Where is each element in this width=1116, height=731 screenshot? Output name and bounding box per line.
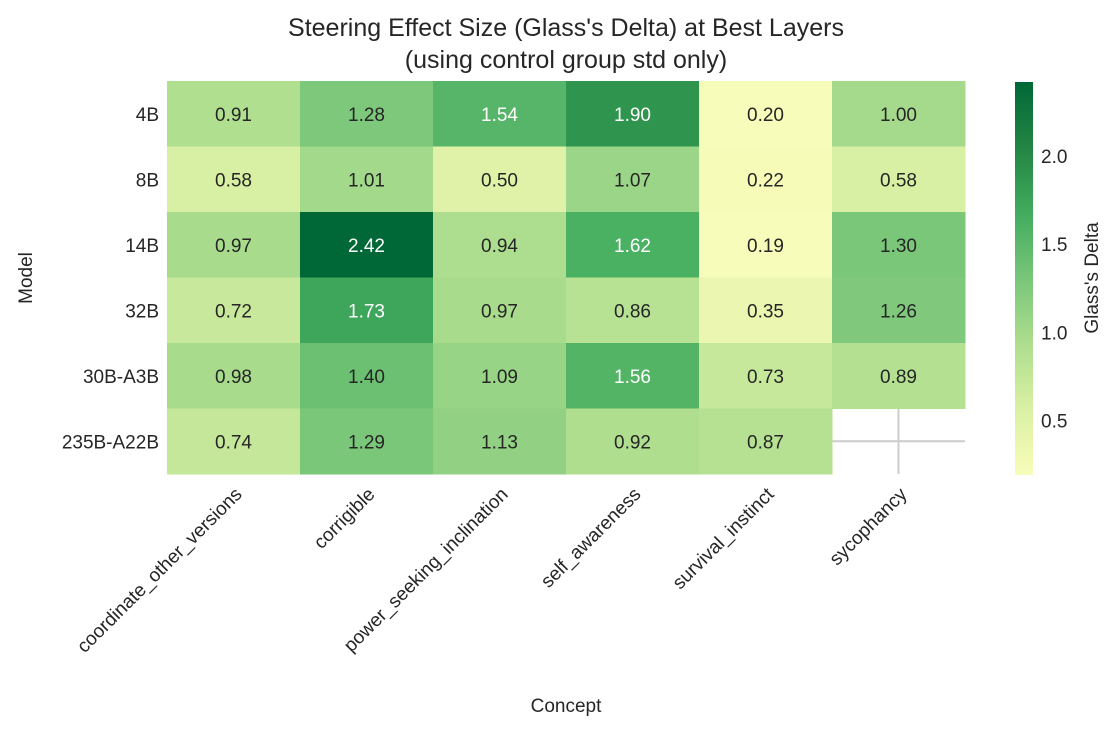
x-tick-labels: coordinate_other_versions corrigiblepower…	[73, 484, 912, 658]
heatmap-cell	[300, 277, 434, 344]
heatmap-cell	[167, 408, 301, 475]
heatmap-cell	[566, 146, 700, 213]
colorbar: 0.5 1.0 1.5 2.0	[1015, 82, 1067, 475]
heatmap-cell	[832, 212, 966, 278]
y-tick-label: 14B	[125, 236, 159, 257]
x-tick-label: sycophancy	[826, 484, 912, 570]
cell-value-label: 0.19	[747, 236, 784, 257]
cell-value-label: 0.89	[880, 367, 917, 388]
chart-subtitle: (using control group std only)	[405, 46, 727, 74]
cell-value-label: 1.29	[348, 432, 385, 453]
cell-value-label: 1.00	[880, 105, 917, 126]
cell-value-label: 1.28	[348, 105, 385, 126]
heatmap-cell	[566, 408, 700, 475]
missing-cell-grid	[832, 408, 965, 474]
cell-value-label: 1.07	[614, 170, 651, 191]
cell-value-label: 0.72	[215, 301, 252, 322]
cell-value-label: 1.73	[348, 301, 385, 322]
heatmap-cell	[433, 343, 567, 409]
colorbar-gradient	[1015, 82, 1033, 475]
cell-value-label: 0.86	[614, 301, 651, 322]
cell-value-label: 0.73	[747, 367, 784, 388]
cell-value-label: 0.74	[215, 432, 252, 453]
heatmap-cell	[433, 81, 567, 147]
y-tick-label: 32B	[125, 301, 159, 322]
cell-value-label: 2.42	[348, 236, 385, 257]
cell-value-label: 1.30	[880, 236, 917, 257]
heatmap-cell	[699, 277, 833, 344]
cell-value-label: 0.50	[481, 170, 518, 191]
cell-value-label: 0.97	[215, 236, 252, 257]
cell-value-label: 0.20	[747, 105, 784, 126]
x-tick-label: corrigible	[310, 484, 379, 553]
heatmap-cell	[433, 146, 567, 213]
cell-value-label: 1.54	[481, 105, 518, 126]
heatmap-cell	[699, 343, 833, 409]
colorbar-tick-label: 0.5	[1041, 411, 1067, 432]
heatmap-cell	[300, 146, 434, 213]
cell-value-label: 0.22	[747, 170, 784, 191]
heatmap-cell	[699, 408, 833, 475]
x-tick-label: survival_instinct	[669, 484, 779, 594]
y-tick-label: 8B	[136, 170, 159, 191]
heatmap-cell	[832, 146, 966, 213]
heatmap-cell	[300, 343, 434, 409]
heatmap-cell	[699, 212, 833, 278]
heatmap-cell	[167, 277, 301, 344]
x-tick-label: coordinate_other_versions	[73, 484, 246, 657]
colorbar-tick-label: 1.5	[1041, 235, 1067, 256]
heatmap-cell	[300, 212, 434, 278]
cell-value-label: 1.09	[481, 367, 518, 388]
heatmap-cell	[832, 277, 966, 344]
cell-value-label: 1.40	[348, 367, 385, 388]
chart-title: Steering Effect Size (Glass's Delta) at …	[288, 14, 844, 42]
heatmap-cell	[433, 277, 567, 344]
cell-value-label: 0.35	[747, 301, 784, 322]
colorbar-tick-label: 2.0	[1041, 147, 1067, 168]
x-tick-label: self_awareness	[537, 484, 645, 592]
cell-value-label: 0.58	[880, 170, 917, 191]
x-axis-label: Concept	[531, 696, 602, 717]
colorbar-label: Glass's Delta	[1082, 222, 1103, 334]
cell-value-label: 1.56	[614, 367, 651, 388]
heatmap-cell	[167, 343, 301, 409]
heatmap-cell	[300, 408, 434, 475]
cell-value-label: 1.01	[348, 170, 385, 191]
heatmap-cell	[566, 277, 700, 344]
cell-value-label: 0.98	[215, 367, 252, 388]
cell-value-label: 0.58	[215, 170, 252, 191]
heatmap-cell	[167, 212, 301, 278]
heatmap-cell	[566, 343, 700, 409]
cell-value-label: 1.90	[614, 105, 651, 126]
heatmap-cell	[433, 212, 567, 278]
cell-value-label: 1.62	[614, 236, 651, 257]
y-axis-label: Model	[16, 252, 37, 304]
heatmap-cell	[566, 212, 700, 278]
heatmap-cell	[832, 81, 966, 147]
heatmap-cell	[300, 81, 434, 147]
heatmap-cell	[433, 408, 567, 475]
heatmap-cell	[699, 146, 833, 213]
y-tick-label: 30B-A3B	[83, 367, 159, 388]
y-tick-labels: 4B 8B 14B 32B 30B-A3B 235B-A22B	[62, 105, 159, 454]
heatmap-cell	[167, 146, 301, 213]
y-tick-label: 4B	[136, 105, 159, 126]
colorbar-tick-label: 1.0	[1041, 323, 1067, 344]
cell-value-label: 0.87	[747, 432, 784, 453]
cell-value-label: 0.94	[481, 236, 518, 257]
heatmap-cell	[699, 81, 833, 147]
cell-value-label: 1.26	[880, 301, 917, 322]
y-tick-label: 235B-A22B	[62, 432, 159, 453]
cell-value-label: 0.92	[614, 432, 651, 453]
heatmap-cell	[167, 81, 301, 147]
cell-value-label: 1.13	[481, 432, 518, 453]
heatmap-cell	[566, 81, 700, 147]
heatmap-cells: 0.91 1.28 1.54 1.90 0.20 1.00 0.58 1.01 0.50 1.07…	[167, 81, 966, 475]
cell-value-label: 0.97	[481, 301, 518, 322]
cell-value-label: 0.91	[215, 105, 252, 126]
heatmap-cell	[832, 343, 966, 409]
